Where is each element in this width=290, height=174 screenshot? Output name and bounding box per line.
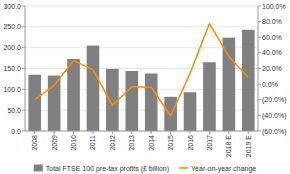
x-tick <box>151 131 152 134</box>
bar <box>145 74 158 132</box>
legend-item: Total FTSE 100 pre-tax profits (£ billio… <box>34 165 169 173</box>
bar <box>242 30 255 131</box>
x-tick-label: 2010 <box>70 135 77 151</box>
grid <box>25 6 258 131</box>
x-tick <box>54 131 55 134</box>
y-tick-label: 250.0 <box>3 23 21 30</box>
y-tick-label: 300.0 <box>3 3 21 10</box>
y2-tick <box>258 21 261 22</box>
x-tick <box>228 131 229 134</box>
axes: 0.0 50.0 100.0 150.0 200.0 250.0 300.0 (60.0%) (… <box>3 3 286 158</box>
y2-tick-label: 60.0% <box>262 34 282 41</box>
y-tick <box>22 89 25 90</box>
y-tick-label: 150.0 <box>3 65 21 72</box>
y2-tick-label: (60.0%) <box>262 128 287 136</box>
y-tick <box>22 6 25 7</box>
bar <box>184 92 197 131</box>
y2-tick <box>258 6 261 7</box>
y2-tick <box>258 68 261 69</box>
x-tick-label: 2011 <box>89 135 96 150</box>
legend-item: Year-on-year change <box>179 165 256 173</box>
x-tick <box>170 131 171 134</box>
bar <box>67 59 80 131</box>
bar <box>106 69 119 131</box>
y2-tick <box>258 37 261 38</box>
grid-line <box>25 131 258 132</box>
x-tick <box>73 131 74 134</box>
y2-tick-label: 80.0% <box>262 18 282 25</box>
y2-tick-label: (40.0%) <box>262 112 287 120</box>
bar <box>28 75 41 131</box>
x-tick-label: 2014 <box>148 135 155 151</box>
y-tick-label: 0.0 <box>11 128 21 135</box>
legend-label: Total FTSE 100 pre-tax profits (£ billio… <box>46 165 169 173</box>
y-tick <box>22 26 25 27</box>
bar <box>48 76 61 131</box>
chart: 0.0 50.0 100.0 150.0 200.0 250.0 300.0 (60.0%) (… <box>0 0 290 174</box>
x-tick <box>34 131 35 134</box>
x-tick <box>131 131 132 134</box>
bar <box>87 46 100 131</box>
y2-tick-label: 40.0% <box>262 49 282 56</box>
x-tick <box>92 131 93 134</box>
x-tick <box>112 131 113 134</box>
grid-line <box>25 26 258 27</box>
marks <box>28 24 254 131</box>
line <box>35 24 249 116</box>
x-tick <box>190 131 191 134</box>
legend-swatch <box>34 165 43 172</box>
x-tick-label: 2013 <box>128 135 135 151</box>
y2-tick <box>258 84 261 85</box>
y2-tick-label: (20.0%) <box>262 96 287 104</box>
y2-tick-label: 100.0% <box>262 3 286 10</box>
x-tick-label: 2008 <box>31 135 38 151</box>
x-axis-line <box>25 131 258 132</box>
grid-line <box>25 6 258 7</box>
y-tick-label: 200.0 <box>3 44 21 51</box>
bar <box>164 97 177 131</box>
y-tick <box>22 47 25 48</box>
x-tick <box>209 131 210 134</box>
x-tick-label: 2009 <box>51 135 58 151</box>
x-tick-label: 2017 <box>206 135 213 151</box>
y-tick <box>22 131 25 132</box>
bar <box>125 71 138 131</box>
x-tick-label: 2016 <box>187 135 194 151</box>
x-tick-label: 2018 E <box>225 135 232 158</box>
y2-tick-label: 0.0% <box>262 81 278 88</box>
bar <box>203 62 216 131</box>
x-tick-label: 2019 E <box>245 135 252 158</box>
y2-tick <box>258 99 261 100</box>
x-tick-label: 2015 <box>167 135 174 151</box>
y-tick-label: 50.0 <box>7 107 21 114</box>
legend-swatch <box>179 167 188 169</box>
y-tick <box>22 68 25 69</box>
legend: Total FTSE 100 pre-tax profits (£ billio… <box>34 165 257 173</box>
legend-label: Year-on-year change <box>191 165 256 173</box>
y2-tick <box>258 52 261 53</box>
x-tick-label: 2012 <box>109 135 116 151</box>
y2-tick-label: 20.0% <box>262 65 282 72</box>
y-tick-label: 100.0 <box>3 86 21 93</box>
bar <box>223 38 236 131</box>
y2-tick <box>258 131 261 132</box>
y-tick <box>22 110 25 111</box>
y2-tick <box>258 115 261 116</box>
x-tick <box>248 131 249 134</box>
